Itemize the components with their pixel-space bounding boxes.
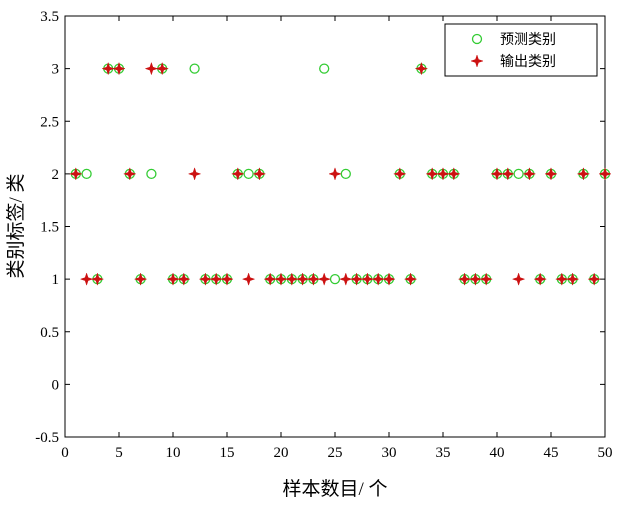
x-axis-label: 样本数目/ 个 xyxy=(282,478,387,500)
point xyxy=(90,272,105,286)
point xyxy=(338,272,353,286)
point xyxy=(576,167,591,181)
point xyxy=(511,272,526,286)
point xyxy=(252,167,267,181)
y-tick-label: 0 xyxy=(52,377,60,393)
point xyxy=(209,272,224,286)
y-tick-label: 0.5 xyxy=(40,325,59,341)
point xyxy=(68,167,83,181)
point xyxy=(274,272,288,286)
x-tick-label: 50 xyxy=(598,445,613,461)
y-tick-label: 2 xyxy=(52,167,60,183)
point xyxy=(479,272,494,286)
point xyxy=(446,167,461,181)
x-tick-label: 25 xyxy=(328,445,343,461)
point xyxy=(414,61,429,76)
point xyxy=(122,167,137,181)
point xyxy=(587,272,602,286)
y-tick-label: 1.5 xyxy=(40,220,59,236)
point xyxy=(198,272,213,286)
point xyxy=(319,63,330,74)
point xyxy=(101,61,116,76)
point xyxy=(133,272,148,286)
point xyxy=(146,168,157,180)
point xyxy=(317,272,332,286)
point xyxy=(544,167,558,181)
point xyxy=(425,167,440,181)
point xyxy=(457,272,472,286)
point xyxy=(598,167,612,181)
y-tick-label: 2.5 xyxy=(40,114,59,130)
x-tick-label: 40 xyxy=(490,445,505,461)
point xyxy=(187,167,202,181)
point xyxy=(166,272,180,286)
point xyxy=(230,167,245,181)
point xyxy=(468,272,483,286)
x-tick-label: 0 xyxy=(61,445,69,461)
point xyxy=(112,61,126,76)
point xyxy=(403,272,418,286)
y-tick-label: 1 xyxy=(52,272,60,288)
x-tick-label: 15 xyxy=(220,445,235,461)
point xyxy=(155,61,170,76)
legend-label: 预测类别 xyxy=(500,32,556,48)
point xyxy=(189,63,200,74)
x-tick-label: 20 xyxy=(274,445,289,461)
y-tick-label: 3 xyxy=(52,62,60,78)
point xyxy=(533,272,548,286)
point xyxy=(360,272,375,286)
point xyxy=(500,167,515,181)
y-tick-label: 3.5 xyxy=(40,9,59,25)
y-axis-label: 类别标签/ 类 xyxy=(5,173,27,278)
point xyxy=(371,272,386,286)
point xyxy=(565,272,580,286)
legend-box xyxy=(444,23,598,77)
point xyxy=(241,272,256,286)
point xyxy=(306,272,321,286)
x-tick-label: 10 xyxy=(166,445,181,461)
point xyxy=(284,272,299,286)
legend-marker xyxy=(470,54,484,68)
x-tick-label: 35 xyxy=(436,445,451,461)
point xyxy=(176,272,191,286)
x-tick-label: 30 xyxy=(382,445,397,461)
point xyxy=(144,61,159,76)
point xyxy=(522,167,537,181)
point xyxy=(436,167,450,181)
x-tick-label: 45 xyxy=(544,445,559,461)
point xyxy=(392,167,407,181)
point xyxy=(554,272,569,286)
point xyxy=(79,272,94,286)
x-tick-label: 5 xyxy=(115,445,123,461)
point xyxy=(349,272,364,286)
plot-area xyxy=(64,15,606,438)
point xyxy=(220,272,234,286)
y-tick-label: -0.5 xyxy=(35,430,59,446)
legend-marker xyxy=(471,33,483,45)
point xyxy=(328,167,342,181)
legend-label: 输出类别 xyxy=(500,54,556,70)
point xyxy=(490,167,504,181)
point xyxy=(382,272,396,286)
point xyxy=(295,272,310,286)
point xyxy=(263,272,278,286)
